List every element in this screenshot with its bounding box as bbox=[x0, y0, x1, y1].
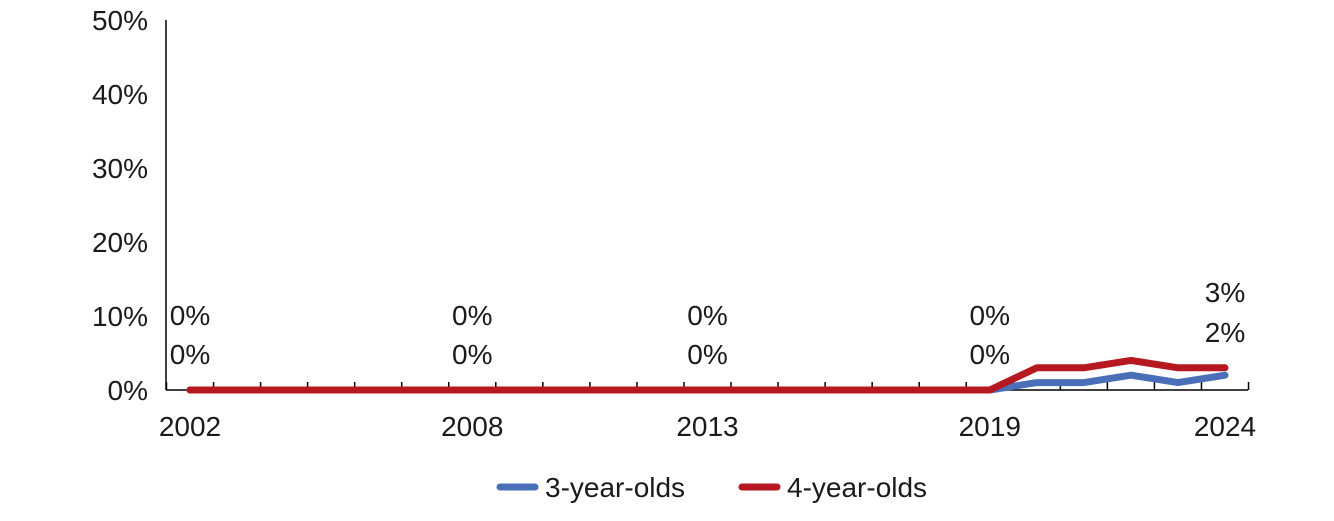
data-label-upper: 0% bbox=[452, 300, 492, 331]
data-label-lower: 0% bbox=[170, 339, 210, 370]
data-label-lower: 2% bbox=[1205, 317, 1245, 348]
data-label-upper: 0% bbox=[687, 300, 727, 331]
data-label-lower: 0% bbox=[970, 339, 1010, 370]
series-line-4-year-olds bbox=[186, 356, 1229, 394]
y-axis: 0% 10% 20% 30% 40% 50% bbox=[92, 5, 167, 406]
x-tick-label: 2019 bbox=[959, 411, 1021, 442]
x-tick-label: 2002 bbox=[159, 411, 221, 442]
data-label-upper: 0% bbox=[170, 300, 210, 331]
series-layer bbox=[186, 356, 1229, 394]
y-tick-label: 30% bbox=[92, 153, 148, 184]
y-tick-label: 10% bbox=[92, 301, 148, 332]
legend-label: 4-year-olds bbox=[787, 472, 927, 503]
x-tick-label: 2013 bbox=[676, 411, 738, 442]
y-tick-label: 20% bbox=[92, 227, 148, 258]
legend-label: 3-year-olds bbox=[545, 472, 685, 503]
data-labels: 0% 0% 0% 0% 0% 0% 0% 0% 3% 2% bbox=[170, 277, 1245, 370]
x-tick-label: 2024 bbox=[1194, 411, 1256, 442]
legend: 3-year-olds 4-year-olds bbox=[496, 472, 927, 503]
y-tick-label: 50% bbox=[92, 5, 148, 36]
y-tick-label: 40% bbox=[92, 79, 148, 110]
data-label-lower: 0% bbox=[452, 339, 492, 370]
x-tick-label: 2008 bbox=[441, 411, 503, 442]
data-label-upper: 0% bbox=[970, 300, 1010, 331]
data-label-lower: 0% bbox=[687, 339, 727, 370]
data-label-upper: 3% bbox=[1205, 277, 1245, 308]
y-tick-label: 0% bbox=[108, 375, 148, 406]
